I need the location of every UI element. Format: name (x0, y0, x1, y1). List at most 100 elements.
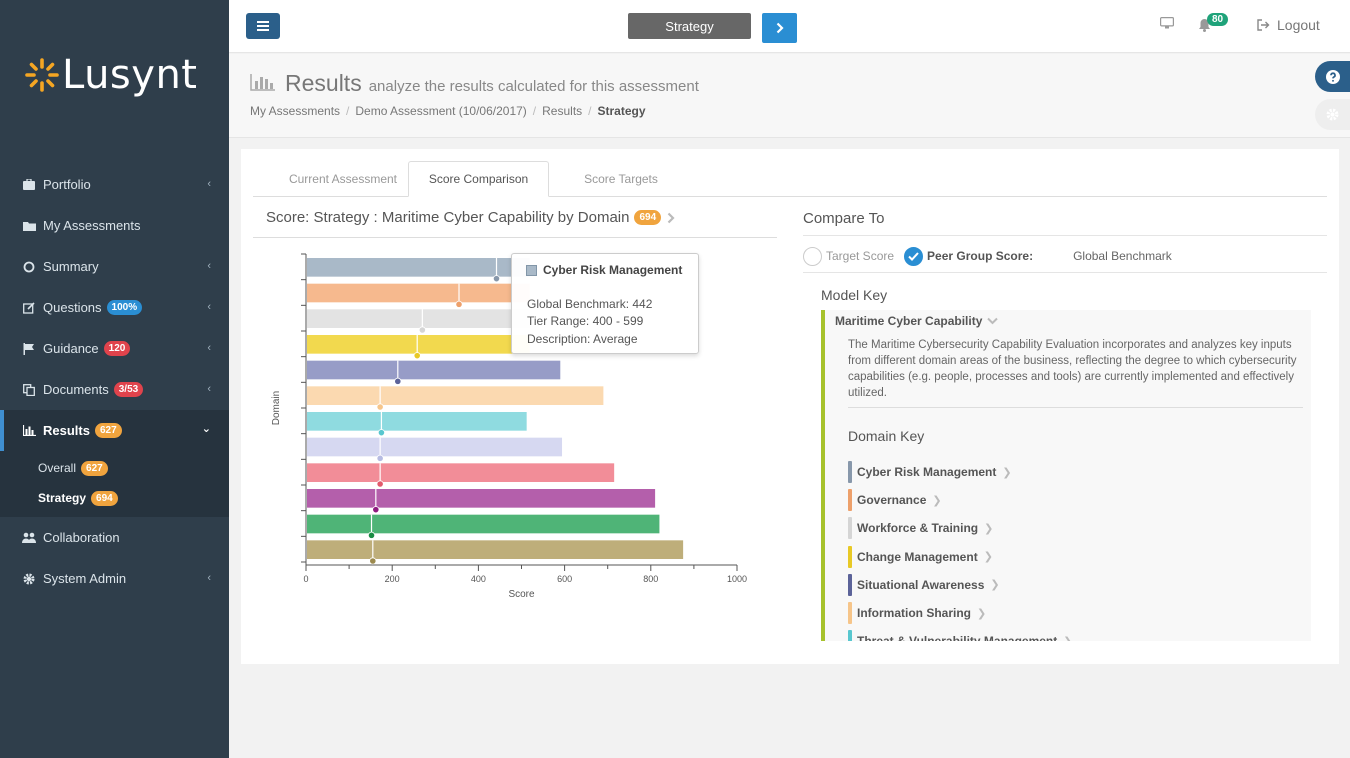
documents-badge: 3/53 (113, 382, 144, 397)
capability-description: The Maritime Cybersecurity Capability Ev… (848, 339, 1297, 399)
sidebar: Lusynt Portfolio ‹ My Assessments Summar… (0, 0, 229, 758)
monitor-icon[interactable] (1160, 16, 1175, 34)
target-score-label[interactable]: Target Score (826, 249, 895, 263)
next-button[interactable] (762, 13, 797, 43)
domain-key-item[interactable]: Change Management ❯ (848, 545, 993, 568)
results-badge: 627 (94, 423, 122, 438)
divider (803, 235, 1327, 236)
sidebar-item-label: Collaboration (43, 530, 120, 545)
page-header: Results analyze the results calculated f… (229, 54, 1350, 138)
domain-color-bar (848, 602, 852, 624)
domain-label: Governance (857, 493, 927, 508)
chevron-left-icon: ‹ (207, 301, 211, 313)
sidebar-item-results[interactable]: Results 627 ⌄ (0, 410, 229, 451)
question-circle-icon (1326, 69, 1340, 84)
capability-name: Maritime Cyber Capability (835, 314, 983, 328)
domain-key-item[interactable]: Information Sharing ❯ (848, 602, 986, 624)
domain-key-item[interactable]: Situational Awareness ❯ (848, 573, 1000, 596)
x-tick-label: 0 (303, 574, 308, 584)
chart-bar (307, 437, 563, 457)
sidebar-item-my-assessments[interactable]: My Assessments (0, 205, 229, 246)
notification-count-badge: 80 (1207, 13, 1229, 26)
circle-o-icon (22, 260, 36, 274)
benchmark-point (455, 300, 463, 308)
domain-color-bar (848, 630, 852, 641)
questions-badge: 100% (106, 300, 143, 315)
chevron-left-icon: ‹ (207, 383, 211, 395)
folder-icon (22, 219, 36, 233)
logo[interactable]: Lusynt (24, 52, 197, 98)
domain-label: Workforce & Training (857, 521, 979, 536)
divider (253, 237, 777, 238)
sidebar-subitem-strategy[interactable]: Strategy 694 (0, 483, 229, 513)
sidebar-item-system-admin[interactable]: System Admin ‹ (0, 558, 229, 599)
tab-current-assessment[interactable]: Current Assessment (288, 172, 398, 186)
domain-key-item[interactable]: Cyber Risk Management ❯ (848, 461, 1012, 483)
tab-score-targets[interactable]: Score Targets (584, 172, 658, 186)
sidebar-item-label: Results (43, 423, 90, 438)
breadcrumb-separator: / (532, 104, 537, 118)
domain-key-item[interactable]: Threat & Vulnerability Management ❯ (848, 630, 1072, 641)
logout-link[interactable]: Logout (1257, 17, 1320, 33)
chevron-right-icon[interactable] (667, 212, 675, 224)
cog-icon (22, 572, 36, 586)
breadcrumb-link-my-assessments[interactable]: My Assessments (250, 104, 341, 118)
x-axis-label: Score (508, 589, 535, 600)
sidebar-item-collaboration[interactable]: Collaboration (0, 517, 229, 558)
benchmark-point (377, 429, 386, 437)
chevron-right-icon: ❯ (984, 522, 994, 535)
sidebar-item-portfolio[interactable]: Portfolio ‹ (0, 164, 229, 205)
bar-chart-icon (22, 424, 36, 438)
divider (848, 407, 1303, 408)
chart-bar (307, 309, 530, 328)
subitem-label: Strategy (38, 491, 87, 505)
sidebar-subitem-overall[interactable]: Overall 627 (0, 453, 229, 483)
breadcrumb-separator: / (588, 104, 592, 118)
bar-chart-icon (250, 74, 275, 91)
benchmark-point (394, 377, 402, 385)
sun-logo-icon (25, 58, 59, 92)
edit-icon (22, 301, 36, 315)
sidebar-item-documents[interactable]: Documents 3/53 ‹ (0, 369, 229, 410)
chevron-right-icon (776, 22, 784, 34)
benchmark-point (369, 557, 377, 565)
context-selector[interactable]: Strategy (628, 13, 751, 39)
peer-group-value[interactable]: Global Benchmark (1073, 249, 1172, 263)
target-score-radio[interactable] (803, 246, 822, 266)
help-button[interactable] (1315, 61, 1350, 92)
domain-key-item[interactable]: Governance ❯ (848, 489, 942, 512)
sidebar-item-summary[interactable]: Summary ‹ (0, 246, 229, 287)
chart-bar (307, 540, 684, 559)
chevron-right-icon: ❯ (983, 551, 993, 564)
benchmark-point (376, 403, 384, 411)
capability-header[interactable]: Maritime Cyber Capability (835, 314, 999, 328)
benchmark-point (418, 326, 426, 334)
x-tick-label: 600 (557, 574, 572, 584)
sidebar-item-label: Portfolio (43, 177, 91, 192)
results-subnav: Overall 627 Strategy 694 (0, 451, 229, 517)
domain-label: Situational Awareness (857, 577, 985, 592)
settings-button[interactable] (1315, 99, 1350, 130)
domain-key-item[interactable]: Workforce & Training ❯ (848, 517, 994, 540)
tooltip-benchmark: Global Benchmark: 442 (527, 297, 653, 311)
chart-bar (307, 360, 561, 380)
breadcrumb: My Assessments / Demo Assessment (10/06/… (250, 104, 646, 118)
breadcrumb-link-demo-assessment[interactable]: Demo Assessment (10/06/2017) (355, 104, 527, 118)
peer-group-label[interactable]: Peer Group Score: (927, 249, 1034, 263)
chevron-down-icon (987, 317, 999, 325)
chevron-down-icon: ⌄ (201, 423, 211, 435)
sidebar-item-questions[interactable]: Questions 100% ‹ (0, 287, 229, 328)
chevron-right-icon: ❯ (1002, 466, 1012, 479)
breadcrumb-current: Strategy (597, 104, 646, 118)
sidebar-item-guidance[interactable]: Guidance 120 ‹ (0, 328, 229, 369)
benchmark-point (413, 352, 421, 360)
menu-toggle-button[interactable] (246, 13, 280, 39)
score-badge: 694 (634, 210, 662, 225)
breadcrumb-link-results[interactable]: Results (542, 104, 583, 118)
peer-group-radio[interactable] (904, 246, 924, 266)
tab-score-comparison[interactable]: Score Comparison (408, 161, 549, 197)
chart-bar (307, 283, 530, 303)
x-tick-label: 400 (471, 574, 486, 584)
chart-bar (307, 463, 615, 482)
logout-label: Logout (1277, 17, 1320, 33)
